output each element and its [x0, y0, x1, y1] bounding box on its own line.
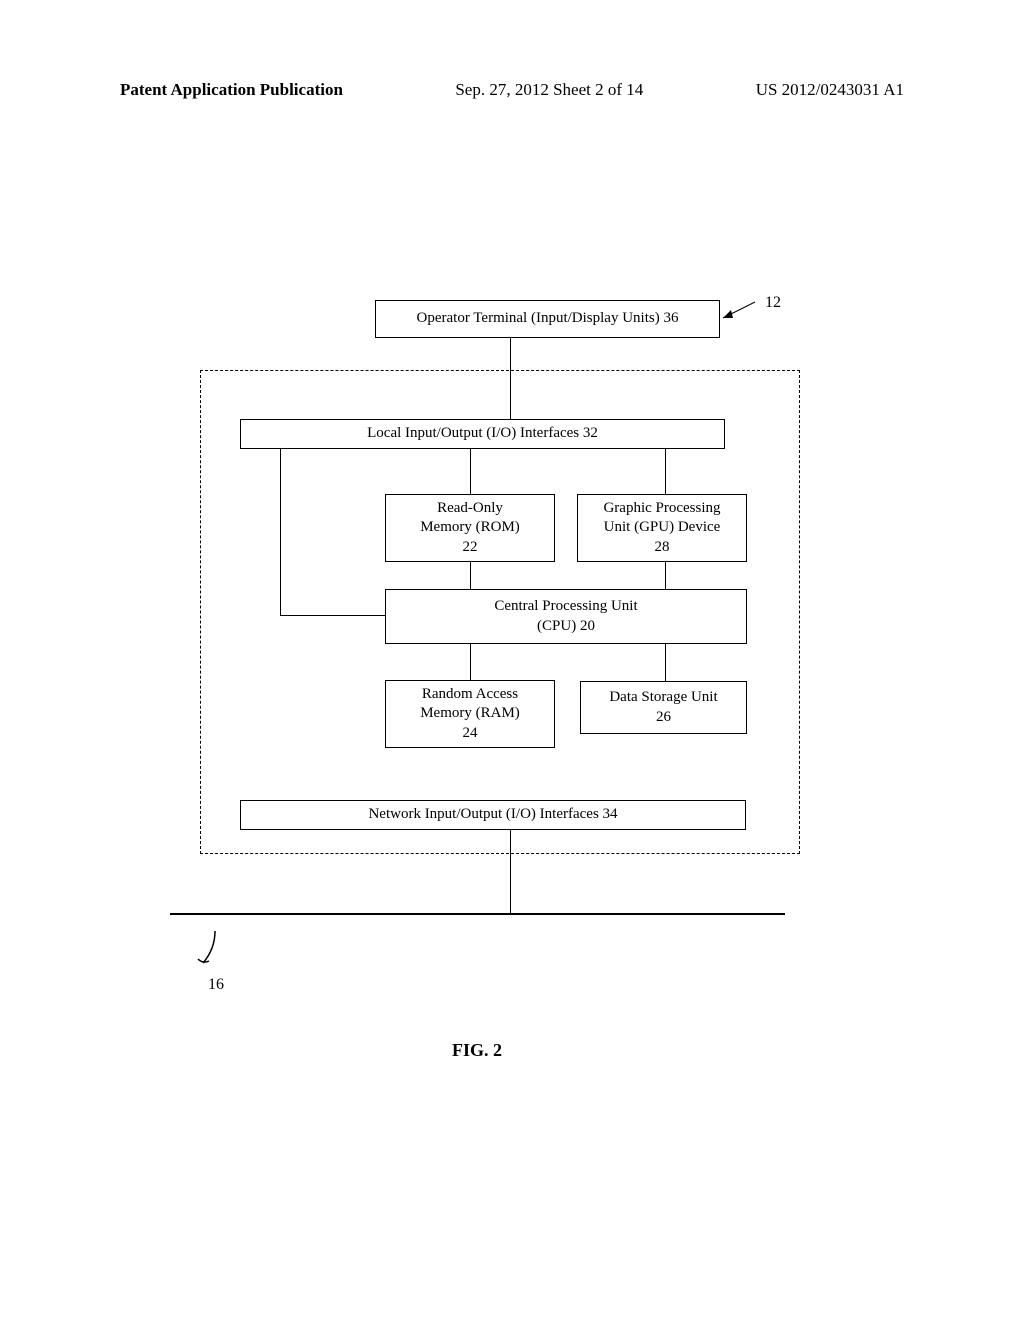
conn-local-left-down — [280, 449, 281, 615]
rom-box: Read-Only Memory (ROM) 22 — [385, 494, 555, 562]
rom-line1: Read-Only — [437, 499, 503, 519]
rom-line2: Memory (ROM) — [420, 518, 520, 538]
cpu-box: Central Processing Unit (CPU) 20 — [385, 589, 747, 644]
gpu-line3: 28 — [655, 538, 670, 558]
network-io-label: Network Input/Output (I/O) Interfaces 34 — [368, 805, 617, 825]
diagram: Operator Terminal (Input/Display Units) … — [180, 280, 840, 1020]
header-right: US 2012/0243031 A1 — [756, 80, 904, 100]
rom-line3: 22 — [463, 538, 478, 558]
operator-terminal-box: Operator Terminal (Input/Display Units) … — [375, 300, 720, 338]
ram-line2: Memory (RAM) — [420, 704, 520, 724]
page-header: Patent Application Publication Sep. 27, … — [0, 80, 1024, 100]
header-center: Sep. 27, 2012 Sheet 2 of 14 — [455, 80, 643, 100]
conn-left-cpu — [280, 615, 385, 616]
conn-local-rom — [470, 449, 471, 494]
conn-network-up — [510, 830, 511, 854]
cpu-line2: (CPU) 20 — [537, 617, 595, 637]
operator-terminal-label: Operator Terminal (Input/Display Units) … — [417, 309, 679, 329]
storage-line1: Data Storage Unit — [609, 688, 717, 708]
network-line — [170, 913, 785, 915]
ram-line1: Random Access — [422, 685, 518, 705]
header-left: Patent Application Publication — [120, 80, 343, 100]
storage-line2: 26 — [656, 708, 671, 728]
cpu-line1: Central Processing Unit — [494, 597, 637, 617]
gpu-line2: Unit (GPU) Device — [604, 518, 721, 538]
conn-dashed-netline — [510, 854, 511, 913]
ram-line3: 24 — [463, 724, 478, 744]
storage-box: Data Storage Unit 26 — [580, 681, 747, 734]
arrow-12-icon — [723, 298, 773, 338]
conn-cpu-storage — [665, 644, 666, 681]
conn-local-gpu — [665, 449, 666, 494]
ram-box: Random Access Memory (RAM) 24 — [385, 680, 555, 748]
conn-dashed-local — [510, 370, 511, 419]
gpu-box: Graphic Processing Unit (GPU) Device 28 — [577, 494, 747, 562]
conn-terminal-dashed — [510, 338, 511, 370]
figure-label: FIG. 2 — [452, 1040, 502, 1061]
local-io-label: Local Input/Output (I/O) Interfaces 32 — [367, 424, 598, 444]
curve-16-icon — [195, 931, 235, 981]
gpu-line1: Graphic Processing — [603, 499, 720, 519]
conn-rom-cpu — [470, 562, 471, 589]
conn-cpu-ram — [470, 644, 471, 680]
local-io-box: Local Input/Output (I/O) Interfaces 32 — [240, 419, 725, 449]
conn-gpu-cpu — [665, 562, 666, 589]
network-io-box: Network Input/Output (I/O) Interfaces 34 — [240, 800, 746, 830]
